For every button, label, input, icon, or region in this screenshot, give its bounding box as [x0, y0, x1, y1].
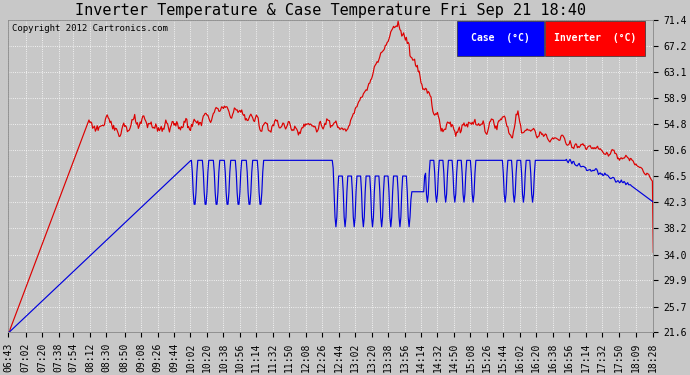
Text: Inverter  (°C): Inverter (°C): [554, 33, 636, 44]
FancyBboxPatch shape: [545, 21, 645, 56]
Text: Copyright 2012 Cartronics.com: Copyright 2012 Cartronics.com: [12, 24, 168, 33]
Text: Case  (°C): Case (°C): [471, 33, 529, 44]
FancyBboxPatch shape: [457, 21, 544, 56]
Title: Inverter Temperature & Case Temperature Fri Sep 21 18:40: Inverter Temperature & Case Temperature …: [75, 3, 586, 18]
